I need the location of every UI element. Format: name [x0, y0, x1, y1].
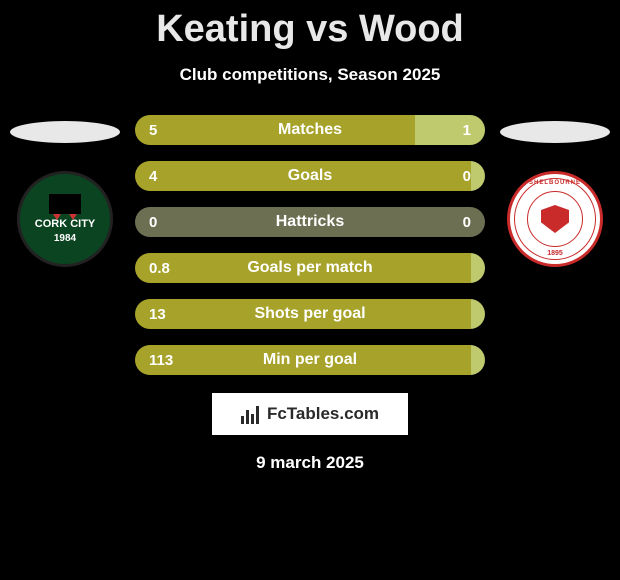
- stat-value-right: 1: [463, 115, 471, 145]
- stat-bar-left: [135, 115, 415, 145]
- club-name-right: SHELBOURNE: [529, 180, 581, 187]
- stat-bar-right: [471, 161, 485, 191]
- stat-bars: Matches51Goals40Hattricks00Goals per mat…: [135, 115, 485, 375]
- stat-bar-right: [471, 299, 485, 329]
- club-year-left: 1984: [54, 233, 76, 244]
- subtitle: Club competitions, Season 2025: [0, 65, 620, 85]
- left-side: CORK CITY 1984: [5, 115, 125, 267]
- stat-row: Hattricks00: [135, 207, 485, 237]
- stat-bar-right: [471, 253, 485, 283]
- stat-row: Shots per goal13: [135, 299, 485, 329]
- stat-value-left: 113: [149, 345, 173, 375]
- stat-value-right: 0: [463, 207, 471, 237]
- stat-row: Min per goal113: [135, 345, 485, 375]
- stat-bar-right: [415, 115, 485, 145]
- stat-bar-right: [471, 345, 485, 375]
- stat-bar-left: [135, 161, 471, 191]
- stat-value-right: 0: [463, 161, 471, 191]
- club-badge-right: SHELBOURNE 1895: [507, 171, 603, 267]
- page-title: Keating vs Wood: [0, 0, 620, 51]
- stat-value-left: 5: [149, 115, 157, 145]
- club-year-right: 1895: [547, 250, 563, 258]
- club-name-left: CORK CITY: [35, 218, 96, 230]
- stat-row: Goals40: [135, 161, 485, 191]
- right-side: SHELBOURNE 1895: [495, 115, 615, 267]
- player-photo-right: [500, 121, 610, 143]
- stat-value-left: 13: [149, 299, 166, 329]
- comparison-content: CORK CITY 1984 Matches51Goals40Hattricks…: [0, 115, 620, 375]
- player-photo-left: [10, 121, 120, 143]
- club-badge-left: CORK CITY 1984: [17, 171, 113, 267]
- club-flag-icon: [49, 194, 81, 214]
- footer-date: 9 march 2025: [0, 453, 620, 473]
- stat-value-left: 4: [149, 161, 157, 191]
- stat-row: Goals per match0.8: [135, 253, 485, 283]
- stat-bar-left: [135, 345, 471, 375]
- stat-row: Matches51: [135, 115, 485, 145]
- stat-bar-left: [135, 299, 471, 329]
- bar-chart-icon: [241, 404, 261, 424]
- branding-text: FcTables.com: [267, 404, 379, 424]
- stat-bar-left: [135, 253, 471, 283]
- stat-value-left: 0: [149, 207, 157, 237]
- stat-bar-left: [135, 207, 485, 237]
- stat-value-left: 0.8: [149, 253, 170, 283]
- branding-badge: FcTables.com: [212, 393, 408, 435]
